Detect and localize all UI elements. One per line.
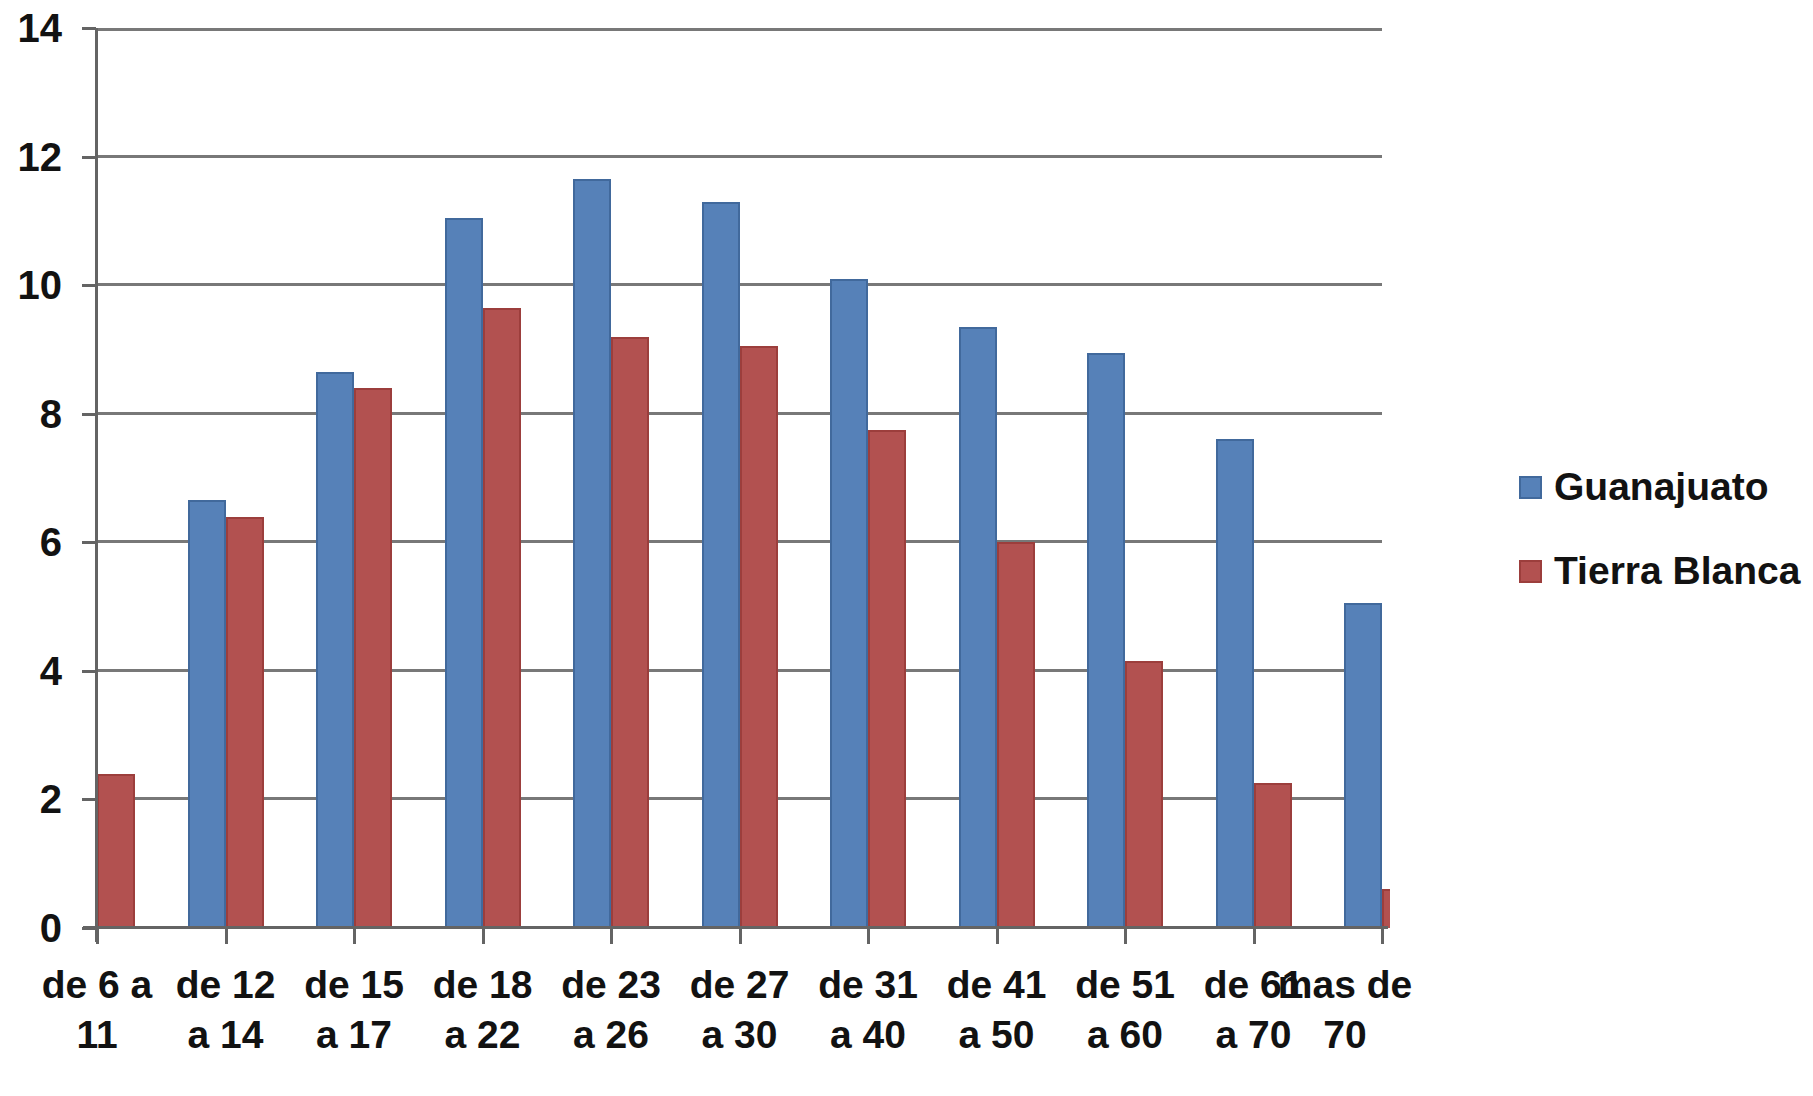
x-tick-mark-5	[739, 929, 742, 944]
bar-guanajuato-4	[573, 179, 611, 928]
x-tick-mark-6	[867, 929, 870, 944]
bar-tierra-blanca-10	[1382, 889, 1390, 928]
bar-tierra-blanca-1	[226, 517, 264, 928]
gridline-12	[95, 155, 1382, 158]
gridline-14	[95, 28, 1382, 31]
y-tick-label-12: 12	[0, 135, 62, 179]
legend: Guanajuato Tierra Blanca	[1519, 462, 1800, 630]
x-category-label-10: mas de 70	[1265, 960, 1425, 1060]
x-tick-mark-4	[610, 929, 613, 944]
legend-item-guanajuato: Guanajuato	[1519, 462, 1800, 512]
x-axis-line	[83, 926, 1388, 929]
bar-guanajuato-1	[188, 500, 226, 928]
y-tick-mark-14	[82, 27, 96, 30]
bar-guanajuato-5	[702, 202, 740, 928]
y-tick-label-6: 6	[0, 520, 62, 564]
legend-item-tierra-blanca: Tierra Blanca	[1519, 546, 1800, 596]
tierra-blanca-swatch-icon	[1519, 560, 1542, 583]
x-tick-mark-1	[225, 929, 228, 944]
y-tick-mark-2	[82, 798, 96, 801]
bar-guanajuato-9	[1216, 439, 1254, 928]
bar-tierra-blanca-3	[483, 308, 521, 928]
plot-area	[95, 28, 1390, 928]
bar-tierra-blanca-2	[354, 388, 392, 928]
bar-guanajuato-2	[316, 372, 354, 928]
bar-guanajuato-10	[1344, 603, 1382, 928]
y-tick-mark-0	[82, 927, 96, 930]
x-tick-mark-2	[353, 929, 356, 944]
x-tick-mark-0	[96, 929, 99, 944]
bar-tierra-blanca-8	[1125, 661, 1163, 928]
y-tick-mark-4	[82, 670, 96, 673]
x-tick-mark-7	[996, 929, 999, 944]
bar-guanajuato-3	[445, 218, 483, 928]
y-tick-label-8: 8	[0, 392, 62, 436]
bar-tierra-blanca-6	[868, 430, 906, 928]
y-tick-label-14: 14	[0, 6, 62, 50]
y-tick-label-4: 4	[0, 649, 62, 693]
y-tick-mark-10	[82, 284, 96, 287]
x-tick-mark-3	[482, 929, 485, 944]
bar-guanajuato-6	[830, 279, 868, 928]
legend-label-guanajuato: Guanajuato	[1554, 465, 1769, 509]
x-tick-mark-9	[1253, 929, 1256, 944]
y-axis-line	[95, 28, 98, 942]
y-tick-label-0: 0	[0, 906, 62, 950]
bar-tierra-blanca-5	[740, 346, 778, 928]
bar-tierra-blanca-9	[1254, 783, 1292, 928]
y-tick-label-10: 10	[0, 263, 62, 307]
bar-guanajuato-7	[959, 327, 997, 928]
bar-chart: 02468101214 de 6 a 11de 12 a 14de 15 a 1…	[0, 0, 1813, 1096]
bar-tierra-blanca-0	[97, 774, 135, 928]
legend-label-tierra-blanca: Tierra Blanca	[1554, 549, 1800, 593]
y-tick-mark-12	[82, 156, 96, 159]
guanajuato-swatch-icon	[1519, 476, 1542, 499]
y-tick-mark-8	[82, 413, 96, 416]
bar-tierra-blanca-7	[997, 542, 1035, 928]
bar-tierra-blanca-4	[611, 337, 649, 928]
bar-guanajuato-8	[1087, 353, 1125, 928]
y-tick-mark-6	[82, 541, 96, 544]
x-tick-mark-10	[1381, 929, 1384, 944]
y-tick-label-2: 2	[0, 777, 62, 821]
x-tick-mark-8	[1124, 929, 1127, 944]
